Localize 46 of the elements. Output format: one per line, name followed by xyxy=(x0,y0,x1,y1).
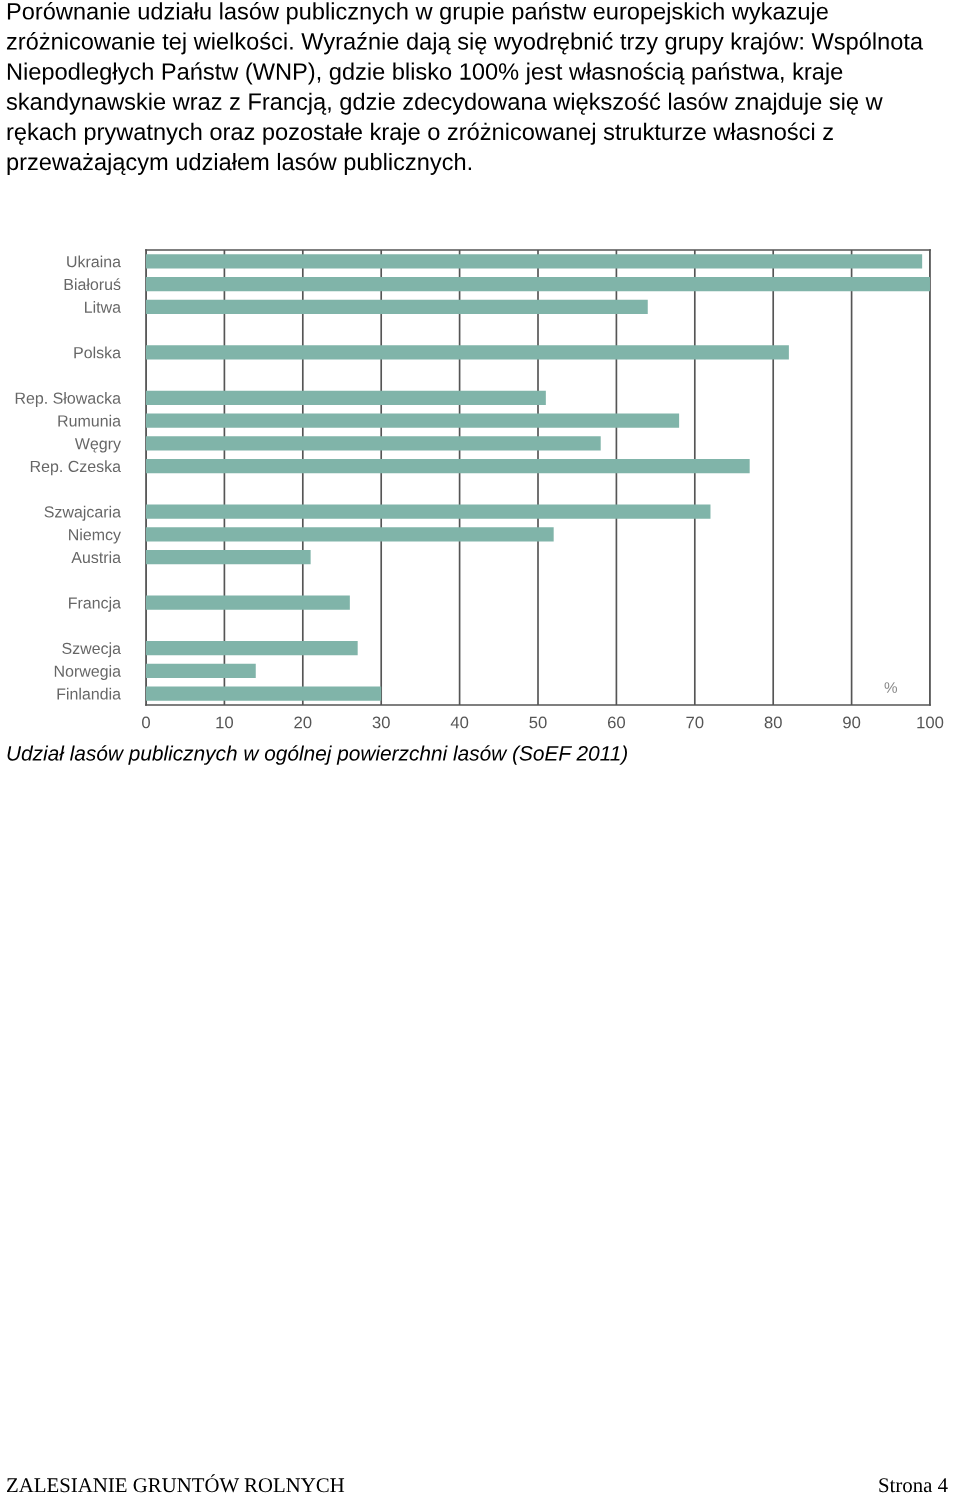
bar xyxy=(146,550,311,565)
x-tick-label: 40 xyxy=(450,716,469,729)
x-tick-label: 80 xyxy=(764,716,782,729)
y-tick-label: Ukraina xyxy=(67,255,121,268)
bar xyxy=(146,254,923,269)
x-tick-label: 70 xyxy=(686,716,704,729)
chart-title: Porównanie udziału lasów publicznych w grupie państw europejskich wykazuje zróżnicowanie tej wielkości. Wyraźnie dają się wyodrębnić trzy grupy krajów: Wspólnota Niepodległych Państw (WNP), gdzie blisko 100% jest własnością państwa, kraje skandynawskie wraz z Francją, gdzie zdecydowana większość lasów znajduje się w rękach prywatnych oraz pozostałe kraje o zróżnicowanej strukturze własności z przeważającym udziałem lasów publicznych. xyxy=(6,2,924,175)
y-tick-label: Białoruś xyxy=(64,278,121,291)
y-tick-label: Francja xyxy=(69,596,121,612)
y-tick-label: Niemcy xyxy=(69,528,121,544)
bar xyxy=(146,277,930,292)
x-tick-label: 60 xyxy=(607,716,626,729)
y-tick-label: Finlandia xyxy=(57,687,121,700)
bar xyxy=(146,595,350,610)
bar xyxy=(146,436,601,451)
x-tick-label: 90 xyxy=(843,716,861,729)
x-tick-label: 100 xyxy=(917,716,944,729)
x-tick-label: 20 xyxy=(294,716,312,729)
bar xyxy=(146,459,750,474)
bar xyxy=(146,390,546,405)
y-tick-label: Szwajcaria xyxy=(44,505,121,521)
bar xyxy=(146,299,648,314)
bar xyxy=(146,686,382,701)
y-tick-label: Rep. Czeska xyxy=(30,460,121,476)
text: ZALESIANIE GRUNTÓW ROLNYCH xyxy=(7,1474,345,1493)
text: Udział lasów publicznych w ogólnej powierzchni lasów (SoEF 2011) xyxy=(7,745,627,765)
x-tick-label: 10 xyxy=(216,716,234,729)
y-tick-label: Rumunia xyxy=(58,414,121,427)
y-tick-label: Węgry xyxy=(74,438,121,453)
text: Strona 4 xyxy=(879,1478,948,1493)
x-tick-label: 50 xyxy=(529,716,547,729)
bar xyxy=(146,527,554,542)
y-tick-label: Rep. Słowacka xyxy=(15,392,121,407)
bar xyxy=(146,345,789,360)
x-tick-label: 30 xyxy=(372,716,390,729)
y-tick-label: Austria xyxy=(71,551,121,564)
y-tick-label: Szwecja xyxy=(62,642,121,658)
x-tick-label: 0 xyxy=(142,716,150,729)
bar xyxy=(146,663,256,678)
y-tick-label: Norwegia xyxy=(54,665,121,680)
annotation: % xyxy=(884,682,898,693)
bar xyxy=(146,504,711,519)
y-tick-label: Litwa xyxy=(85,301,121,313)
bar xyxy=(146,641,358,656)
bar xyxy=(146,413,680,428)
y-tick-label: Polska xyxy=(74,346,121,359)
